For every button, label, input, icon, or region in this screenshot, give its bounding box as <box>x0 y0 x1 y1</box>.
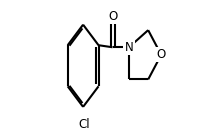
Text: N: N <box>125 41 133 54</box>
Text: Cl: Cl <box>79 118 90 131</box>
Text: O: O <box>156 48 166 61</box>
Text: O: O <box>108 10 117 23</box>
